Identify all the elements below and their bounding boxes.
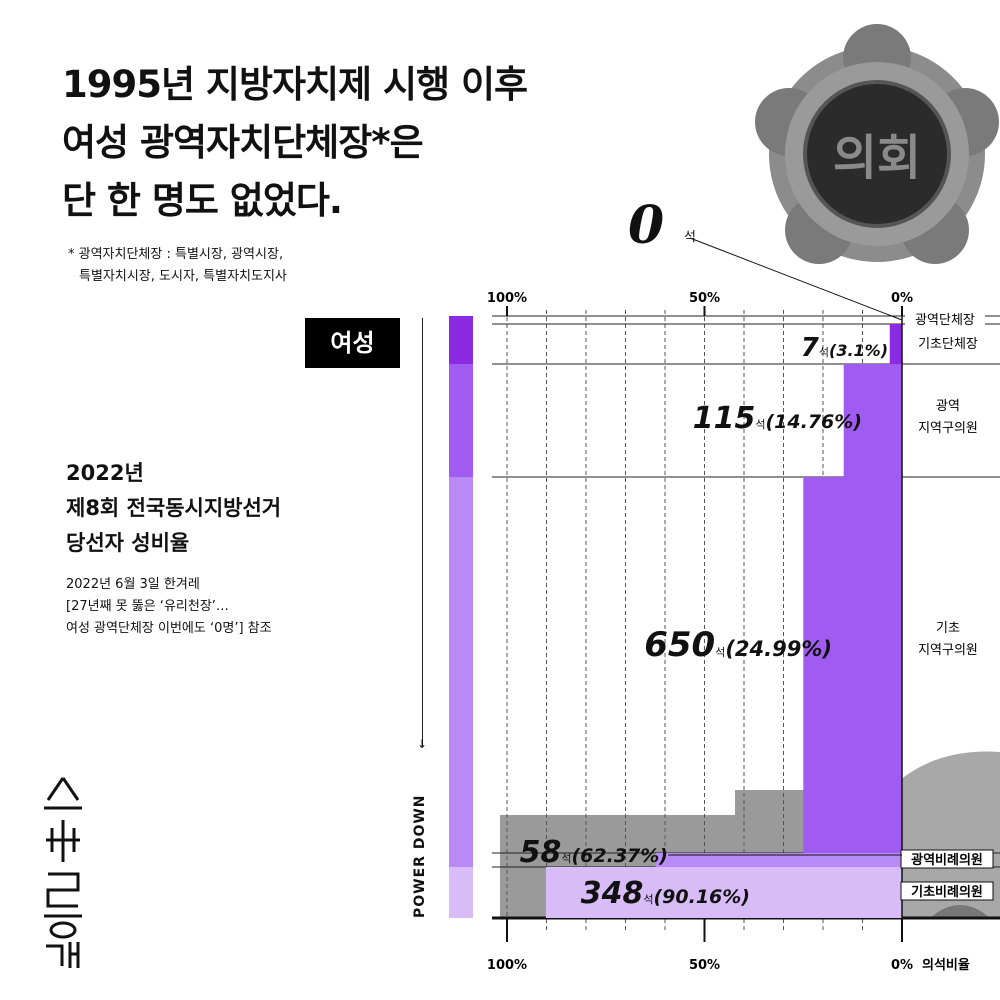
seat-percent: (24.99%) [725, 637, 832, 661]
seat-percent: (3.1%) [829, 341, 888, 360]
category-label: 기초비례의원 [911, 884, 983, 900]
seat-count: 7 [801, 333, 820, 363]
category-label: 광역비례의원 [911, 852, 983, 868]
top-tick-label: 100% [487, 291, 527, 306]
seat-count: 115 [693, 401, 756, 436]
power-bar-segment [449, 853, 473, 867]
bar [803, 477, 902, 853]
power-bar-segment [449, 324, 473, 364]
seat-unit: 석 [643, 893, 653, 906]
category-label: 광역단체장 [915, 313, 975, 328]
seat-count: 58 [520, 835, 562, 870]
top-tick-label: 0% [891, 291, 913, 306]
power-bar-segment [449, 477, 473, 853]
seat-unit: 석 [715, 646, 725, 659]
zero-callout-line [690, 238, 902, 320]
category-label: 기초 [936, 621, 960, 636]
category-label: 지역구의원 [918, 643, 978, 658]
seat-percent: (62.37%) [571, 845, 668, 867]
power-bar-segment [449, 867, 473, 918]
power-bar-segment [449, 364, 473, 477]
seat-count: 650 [644, 625, 715, 665]
power-bar-segment [449, 316, 473, 324]
seat-percent: (14.76%) [765, 411, 862, 433]
bottom-tick-label: 50% [689, 958, 720, 973]
seat-unit: 석 [819, 346, 829, 359]
value-label: 7석(3.1%) [801, 333, 888, 363]
value-label: 115석(14.76%) [693, 401, 862, 436]
x-axis-label: 의석비율 [922, 957, 970, 973]
category-label: 광역 [936, 399, 960, 414]
seat-unit: 석 [755, 418, 765, 431]
power-down-bar [449, 316, 473, 918]
bottom-tick-label: 0% [891, 958, 913, 973]
top-tick-label: 50% [689, 291, 720, 306]
category-label: 지역구의원 [918, 421, 978, 436]
bar [890, 324, 902, 364]
bottom-tick-label: 100% [487, 958, 527, 973]
seat-percent: (90.16%) [653, 886, 750, 908]
seat-unit: 석 [561, 852, 571, 865]
seat-count: 348 [581, 876, 644, 911]
category-label: 기초단체장 [918, 337, 978, 352]
